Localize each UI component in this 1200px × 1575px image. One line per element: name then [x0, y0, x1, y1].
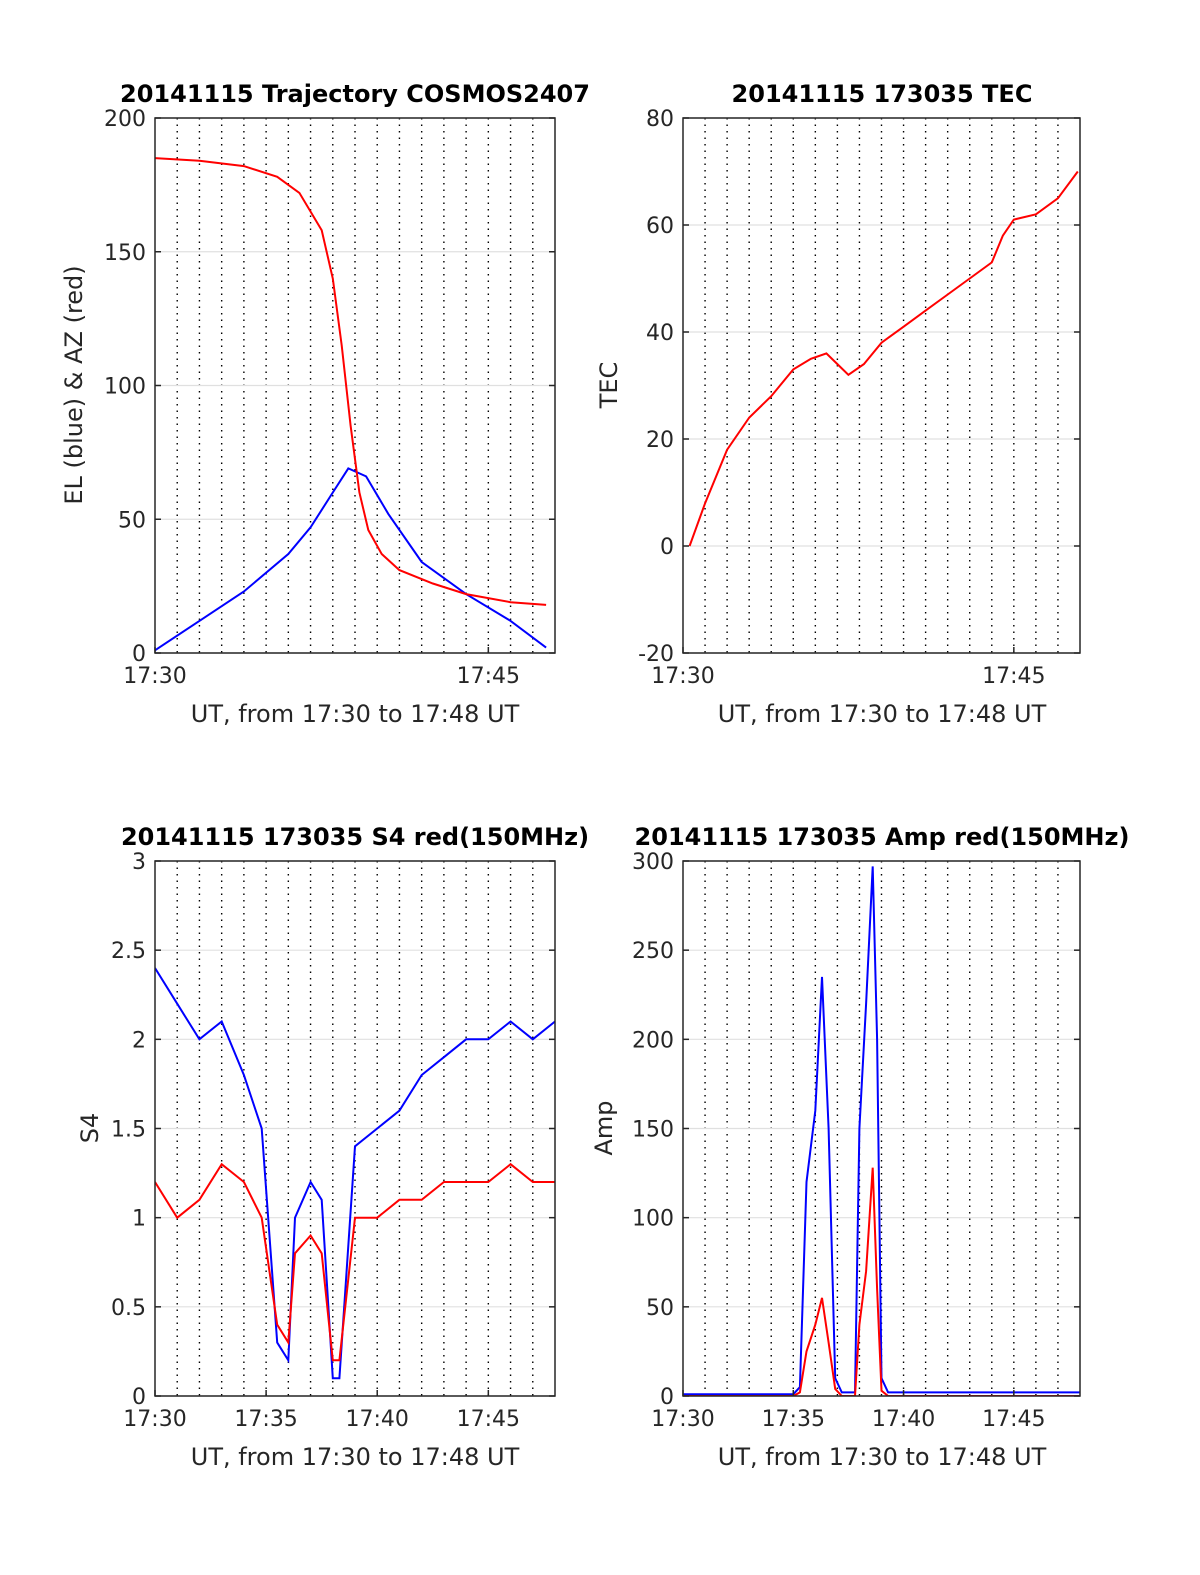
trajectory-xlabel: UT, from 17:30 to 17:48 UT [191, 700, 520, 728]
tec-ytick-label: 0 [660, 535, 674, 560]
amp-ytick-label: 0 [660, 1385, 674, 1410]
s4-ylabel: S4 [76, 1113, 104, 1144]
trajectory-ytick-label: 150 [104, 241, 146, 266]
s4-ytick-label: 0.5 [111, 1296, 146, 1321]
trajectory-xtick-label: 17:30 [123, 664, 186, 689]
s4-ytick-label: 2 [132, 1028, 146, 1053]
trajectory-series-red [155, 157, 547, 606]
s4-ytick-label: 1.5 [111, 1118, 146, 1143]
amp-panel: 20141115 173035 Amp red(150MHz) UT, from… [590, 823, 1129, 1471]
s4-xtick-label: 17:30 [123, 1407, 186, 1432]
amp-ytick-label: 150 [632, 1118, 674, 1143]
trajectory-title: 20141115 Trajectory COSMOS2407 [120, 80, 590, 108]
amp-title: 20141115 173035 Amp red(150MHz) [635, 823, 1130, 851]
tec-xtick-label: 17:30 [651, 664, 714, 689]
tec-xtick-label: 17:45 [982, 664, 1045, 689]
tec-axes-box [682, 117, 1081, 654]
amp-ytick-label: 50 [646, 1296, 674, 1321]
tec-ytick-label: 80 [646, 107, 674, 132]
s4-ytick-label: 0 [132, 1385, 146, 1410]
trajectory-ytick-label: 50 [118, 508, 146, 533]
trajectory-ytick-label: 200 [104, 107, 146, 132]
tec-ytick-label: -20 [638, 642, 674, 667]
amp-ylabel: Amp [590, 1100, 618, 1155]
trajectory-ylabel: EL (blue) & AZ (red) [60, 265, 88, 504]
s4-xtick-label: 17:40 [346, 1407, 409, 1432]
tec-ytick-label: 20 [646, 428, 674, 453]
s4-ytick-label: 2.5 [111, 939, 146, 964]
amp-series-blue [683, 866, 1080, 1396]
s4-series-blue [155, 967, 555, 1380]
s4-panel: 20141115 173035 S4 red(150MHz) UT, from … [76, 823, 589, 1471]
amp-ytick-label: 300 [632, 850, 674, 875]
trajectory-ytick-label: 0 [132, 642, 146, 667]
s4-xlabel: UT, from 17:30 to 17:48 UT [191, 1443, 520, 1471]
amp-ytick-label: 200 [632, 1028, 674, 1053]
s4-ytick-label: 1 [132, 1207, 146, 1232]
tec-ylabel: TEC [595, 362, 623, 410]
amp-xlabel: UT, from 17:30 to 17:48 UT [718, 1443, 1047, 1471]
amp-xtick-label: 17:35 [762, 1407, 825, 1432]
amp-ytick-label: 250 [632, 939, 674, 964]
tec-xlabel: UT, from 17:30 to 17:48 UT [718, 700, 1047, 728]
tec-panel: 20141115 173035 TEC UT, from 17:30 to 17… [595, 80, 1081, 728]
trajectory-ytick-label: 100 [104, 375, 146, 400]
tec-series-red [688, 170, 1079, 547]
tec-ytick-label: 40 [646, 321, 674, 346]
s4-title: 20141115 173035 S4 red(150MHz) [121, 823, 589, 851]
tec-ytick-label: 60 [646, 214, 674, 239]
s4-series-red [155, 1162, 555, 1362]
amp-ytick-label: 100 [632, 1207, 674, 1232]
tec-title: 20141115 173035 TEC [732, 80, 1033, 108]
amp-xtick-label: 17:30 [651, 1407, 714, 1432]
amp-xtick-label: 17:40 [872, 1407, 935, 1432]
s4-xtick-label: 17:35 [234, 1407, 297, 1432]
trajectory-xtick-label: 17:45 [457, 664, 520, 689]
s4-ytick-label: 3 [132, 850, 146, 875]
s4-xtick-label: 17:45 [457, 1407, 520, 1432]
amp-series-red [683, 1167, 1080, 1396]
amp-xtick-label: 17:45 [982, 1407, 1045, 1432]
trajectory-panel: 20141115 Trajectory COSMOS2407 UT, from … [60, 80, 590, 728]
